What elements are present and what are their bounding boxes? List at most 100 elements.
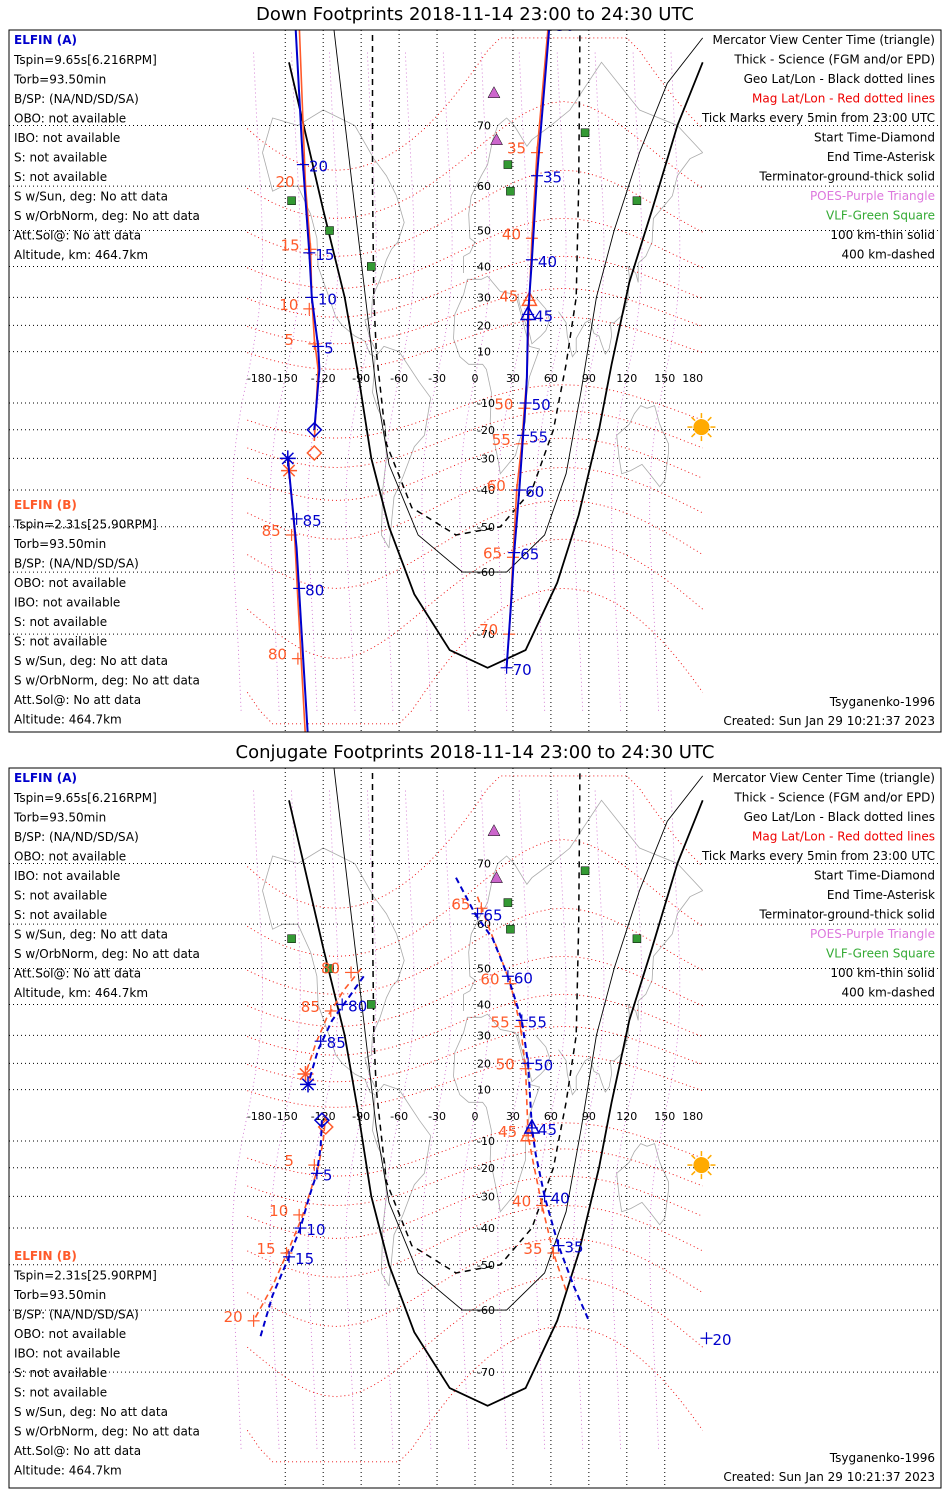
lon-tick-label: 60 [544, 1110, 558, 1123]
lon-tick-label: 90 [582, 372, 596, 385]
lat-tick-label: 40 [477, 998, 491, 1011]
tick-label: 65 [484, 907, 503, 925]
coastline [463, 61, 703, 273]
lat-tick-label: -40 [477, 484, 495, 497]
lon-tick-label: 60 [544, 372, 558, 385]
legend-item: Terminator-ground-thick solid [758, 908, 935, 922]
legend-item: Thick - Science (FGM and/or EPD) [733, 53, 935, 67]
elfin-b-info-line: Att.Sol@: No att data [14, 693, 141, 707]
elfin-b-info-line: S w/Sun, deg: No att data [14, 1405, 168, 1419]
lat-tick-label: -60 [477, 1304, 495, 1317]
legend-item: Geo Lat/Lon - Black dotted lines [744, 810, 935, 824]
lat-tick-label: 60 [477, 180, 491, 193]
mag-parallel [247, 467, 703, 540]
elfin-b-info-line: Altitude: 464.7km [14, 1464, 122, 1478]
start-diamond [306, 444, 323, 462]
track-elfin-a [455, 877, 590, 1322]
lat-tick-label: -30 [477, 452, 495, 465]
lon-tick-label: -120 [311, 372, 336, 385]
elfin-b-info-line: Torb=93.50min [13, 537, 106, 551]
poes-marker [490, 871, 503, 883]
elfin-a-info-line: IBO: not available [14, 131, 120, 145]
terminator-ground [288, 799, 704, 1407]
start-diamond [313, 1112, 330, 1129]
tick-label: 60 [514, 969, 533, 987]
end-asterisk [299, 1067, 312, 1081]
elfin-a-info-line: S w/OrbNorm, deg: No att data [14, 947, 200, 961]
sun-marker [693, 1157, 710, 1174]
coastline [262, 847, 432, 1287]
vlf-marker [325, 964, 334, 973]
lon-tick-label: -60 [390, 372, 408, 385]
lon-tick-label: 150 [654, 372, 675, 385]
tick-label: 45 [538, 1121, 557, 1139]
mag-parallel [247, 907, 703, 995]
tick-label: 20 [309, 158, 328, 176]
sun-ray [691, 1170, 696, 1176]
mag-parallel [247, 255, 703, 318]
tick-label: 85 [301, 998, 320, 1016]
elfin-a-info-line: Torb=93.50min [13, 73, 106, 87]
legend-item: Mag Lat/Lon - Red dotted lines [752, 830, 935, 844]
tick-label: 45 [499, 287, 518, 305]
map-panel-conjugate: -180 -150 -120 -90 -60 -30 0 30 60 90 120 150 180 70 6… [8, 767, 942, 1489]
legend-item: POES-Purple Triangle [810, 927, 935, 941]
legend-item: Mercator View Center Time (triangle) [713, 33, 935, 47]
center-triangle [519, 1126, 537, 1142]
mag-parallel [247, 1205, 703, 1278]
tick-label: 15 [295, 1250, 314, 1268]
lat-tick-label: 20 [477, 319, 491, 332]
terminator-100km [333, 768, 704, 1311]
lon-tick-label: -150 [273, 372, 298, 385]
track-elfin-b [252, 1114, 327, 1322]
vlf-marker [506, 924, 515, 934]
lat-tick-label: -10 [477, 1135, 495, 1148]
elfin-a-info-line: Altitude, km: 464.7km [14, 986, 148, 1000]
elfin-a-info-line: OBO: not available [14, 850, 126, 864]
elfin-b-info-line: IBO: not available [14, 1347, 120, 1361]
tick-label: 60 [480, 971, 499, 989]
legend-item: Tick Marks every 5min from 23:00 UTC [701, 111, 935, 125]
elfin-a-info-line: Att.Sol@: No att data [14, 967, 141, 981]
elfin-b-info-line: S w/OrbNorm, deg: No att data [14, 1425, 200, 1439]
elfin-a-title: ELFIN (A) [14, 771, 77, 785]
elfin-a-info-line: S w/OrbNorm, deg: No att data [14, 209, 200, 223]
lon-tick-label: 0 [472, 372, 479, 385]
lon-tick-label: 180 [682, 372, 703, 385]
tick-label: 45 [498, 1123, 517, 1141]
sun-ray [691, 432, 696, 438]
tick-label: 40 [551, 1189, 570, 1207]
vlf-marker [287, 934, 296, 943]
legend-item: 400 km-dashed [841, 986, 935, 1000]
legend-item: Start Time-Diamond [814, 131, 935, 145]
lon-tick-label: -180 [247, 1110, 272, 1123]
tick-label: 50 [494, 395, 513, 413]
tick-label: 15 [257, 1240, 276, 1258]
lon-tick-label: -30 [428, 372, 446, 385]
panel-title-down: Down Footprints 2018-11-14 23:00 to 24:3… [256, 4, 694, 25]
elfin-b-info-line: Tspin=2.31s[25.90RPM] [13, 1269, 157, 1283]
tick-label: 15 [315, 246, 334, 264]
mag-parallel [247, 499, 703, 589]
tick-label: 85 [303, 512, 322, 530]
mag-parallel [247, 1237, 703, 1327]
lat-tick-label: 10 [477, 346, 491, 359]
legend-item: Start Time-Diamond [814, 869, 935, 883]
tick-label: 80 [348, 997, 367, 1015]
lat-tick-label: -50 [477, 1259, 495, 1272]
tick-label: 70 [479, 621, 498, 639]
elfin-b-info-line: B/SP: (NA/ND/SD/SA) [14, 1308, 139, 1322]
model-label: Tsyganenko-1996 [829, 1451, 935, 1465]
poes-marker [487, 824, 501, 836]
lon-tick-label: 180 [682, 1110, 703, 1123]
legend-item: POES-Purple Triangle [810, 189, 935, 203]
lon-tick-label: -180 [247, 372, 272, 385]
lat-tick-label: 30 [477, 291, 491, 304]
elfin-a-info-line: IBO: not available [14, 869, 120, 883]
legend-item: 100 km-thin solid [830, 966, 935, 980]
lat-tick-label: -70 [477, 1366, 495, 1379]
coastline [616, 1143, 669, 1226]
poes-marker [490, 133, 503, 145]
terminator-400km [371, 768, 581, 1274]
tick-label: 55 [528, 1013, 547, 1031]
